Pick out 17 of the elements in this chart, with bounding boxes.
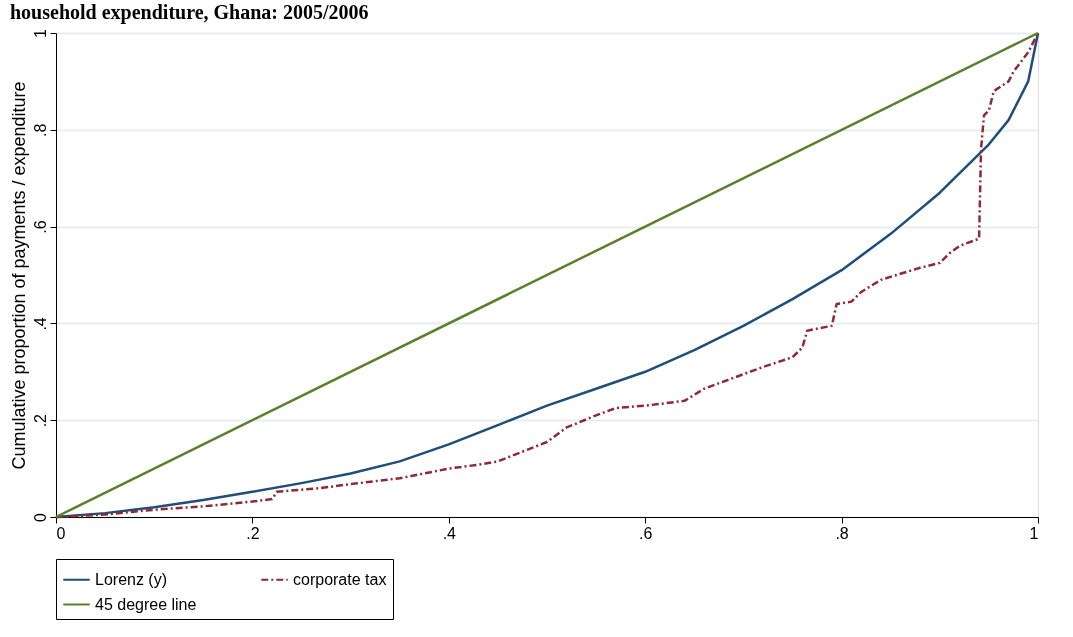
x-tick-label: 0 [56, 524, 66, 542]
chart-title: household expenditure, Ghana: 2005/2006 [10, 0, 369, 24]
y-tick-label: .6 [31, 220, 49, 234]
x-tick-label: .8 [835, 524, 849, 542]
y-tick-label: .8 [31, 123, 49, 137]
y-tick-label: .4 [31, 317, 49, 331]
y-axis-title: Cumulative proportion of payments / expenditure [8, 81, 29, 470]
legend-label: Lorenz (y) [95, 570, 168, 588]
y-tick-label: .2 [31, 413, 49, 428]
x-tick-label: .4 [442, 524, 457, 542]
x-tick-label: .6 [639, 524, 653, 542]
legend-label: 45 degree line [95, 595, 197, 613]
x-tick-label: 1 [1029, 524, 1039, 542]
x-tick-label: .2 [246, 524, 260, 542]
y-tick-label: 0 [31, 512, 49, 522]
y-tick-label: 1 [31, 28, 49, 38]
legend-label: corporate tax [293, 570, 387, 588]
